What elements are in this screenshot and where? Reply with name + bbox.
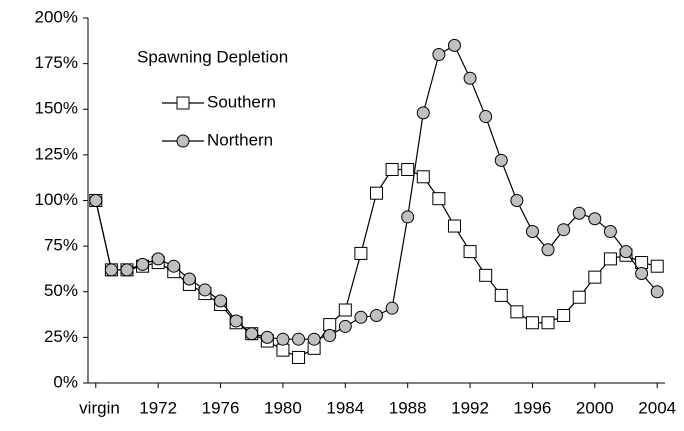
legend-label: Southern — [207, 92, 276, 111]
data-point — [323, 329, 337, 343]
legend-label: Northern — [207, 130, 273, 149]
data-point — [557, 223, 571, 237]
y-tick-label: 100% — [35, 190, 78, 209]
data-point — [432, 48, 446, 61]
x-tick-label: virgin — [79, 398, 120, 417]
y-tick-label: 25% — [44, 327, 78, 346]
data-point — [276, 343, 290, 357]
data-point — [354, 310, 368, 324]
data-point — [557, 308, 571, 322]
x-tick-label: 1980 — [264, 398, 302, 417]
data-point — [463, 71, 477, 85]
data-point — [370, 186, 383, 200]
data-point — [650, 259, 664, 273]
y-tick-label: 150% — [35, 99, 78, 118]
data-point — [276, 332, 290, 346]
data-point — [323, 318, 337, 332]
data-point — [463, 245, 477, 259]
y-tick-label: 200% — [35, 7, 78, 26]
data-point — [525, 316, 539, 330]
data-point — [136, 257, 150, 271]
x-tick-label: 1992 — [451, 398, 489, 417]
data-point — [385, 162, 399, 176]
data-point — [447, 38, 461, 52]
data-point — [416, 170, 430, 184]
data-point — [494, 288, 508, 302]
x-tick-label: 2004 — [638, 398, 676, 417]
data-point — [588, 270, 602, 284]
data-point — [588, 212, 602, 226]
x-tick-label: 1988 — [389, 398, 427, 417]
x-tick-label: 1972 — [139, 398, 177, 417]
legend-title: Spawning Depletion — [137, 47, 288, 66]
data-point — [479, 110, 493, 124]
y-tick-label: 50% — [44, 281, 78, 300]
data-point — [89, 194, 103, 207]
x-tick-label: 1976 — [202, 398, 240, 417]
data-point — [104, 263, 118, 277]
data-point — [292, 332, 306, 346]
data-point — [260, 330, 274, 344]
data-point — [292, 350, 306, 364]
data-point — [338, 319, 352, 333]
y-tick-label: 0% — [53, 372, 78, 391]
y-tick-label: 125% — [35, 144, 78, 163]
x-tick-label: 1984 — [326, 398, 364, 417]
data-point — [338, 303, 352, 317]
data-point — [479, 268, 493, 282]
data-point — [510, 305, 524, 319]
data-point — [182, 272, 196, 286]
data-point — [572, 206, 586, 220]
data-point — [401, 210, 415, 224]
data-point — [245, 327, 259, 341]
data-point — [214, 294, 228, 308]
data-point — [525, 225, 539, 239]
data-point — [603, 252, 617, 266]
data-point — [229, 314, 243, 328]
data-point — [120, 263, 134, 277]
data-point — [167, 259, 181, 273]
y-tick-label: 175% — [35, 53, 78, 72]
data-point — [307, 332, 321, 346]
legend-marker — [176, 134, 190, 148]
data-point — [401, 162, 415, 176]
data-point — [354, 246, 368, 260]
data-point — [572, 290, 586, 304]
y-tick-label: 75% — [44, 236, 78, 255]
data-point — [541, 316, 555, 330]
x-tick-label: 1996 — [514, 398, 552, 417]
data-point — [385, 301, 399, 315]
data-point — [635, 267, 649, 280]
data-point — [198, 283, 212, 297]
data-point — [151, 252, 165, 266]
legend-marker — [176, 96, 190, 110]
data-point — [510, 194, 524, 207]
data-point — [494, 153, 508, 167]
data-point — [432, 192, 446, 206]
data-point — [650, 285, 664, 299]
data-point — [619, 245, 633, 259]
data-point — [541, 243, 555, 257]
data-point — [603, 225, 617, 239]
data-point — [447, 219, 461, 233]
x-tick-label: 2000 — [576, 398, 614, 417]
data-point — [416, 106, 430, 120]
data-point — [370, 308, 383, 322]
